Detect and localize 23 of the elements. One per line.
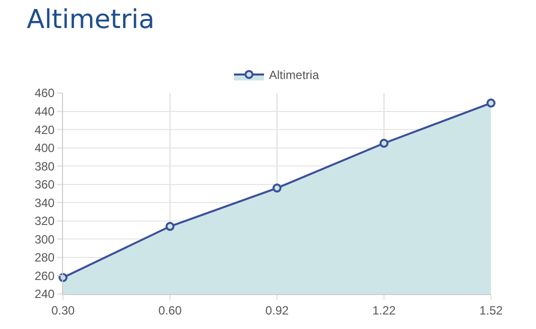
point xyxy=(380,138,388,148)
y-tick-label: 320 xyxy=(34,214,55,228)
chart-title: Altimetria xyxy=(26,5,155,36)
y-tick-label: 440 xyxy=(34,104,55,118)
point xyxy=(486,98,496,108)
y-tick-label: 460 xyxy=(34,86,55,100)
x-tick-label: 1.52 xyxy=(479,303,503,318)
y-tick-label: 380 xyxy=(34,159,55,174)
y-tick-label: 280 xyxy=(34,250,55,265)
y-tick-label: 420 xyxy=(34,122,55,137)
x-tick-label: 0.92 xyxy=(265,303,289,318)
point xyxy=(166,222,174,231)
x-tick-label: 0.60 xyxy=(158,303,182,318)
y-tick-label: 400 xyxy=(34,141,55,156)
x-tick-label: 1.22 xyxy=(372,303,396,318)
y-tick-label: 300 xyxy=(34,232,55,246)
y-tick-label: 360 xyxy=(34,178,55,192)
y-tick-label: 240 xyxy=(34,287,55,302)
y-tick-label: 260 xyxy=(34,268,55,283)
x-tick-label: 0.30 xyxy=(51,303,75,318)
y-tick-label: 340 xyxy=(34,196,55,210)
legend-label: Altimetria xyxy=(269,68,320,82)
point xyxy=(272,184,282,193)
